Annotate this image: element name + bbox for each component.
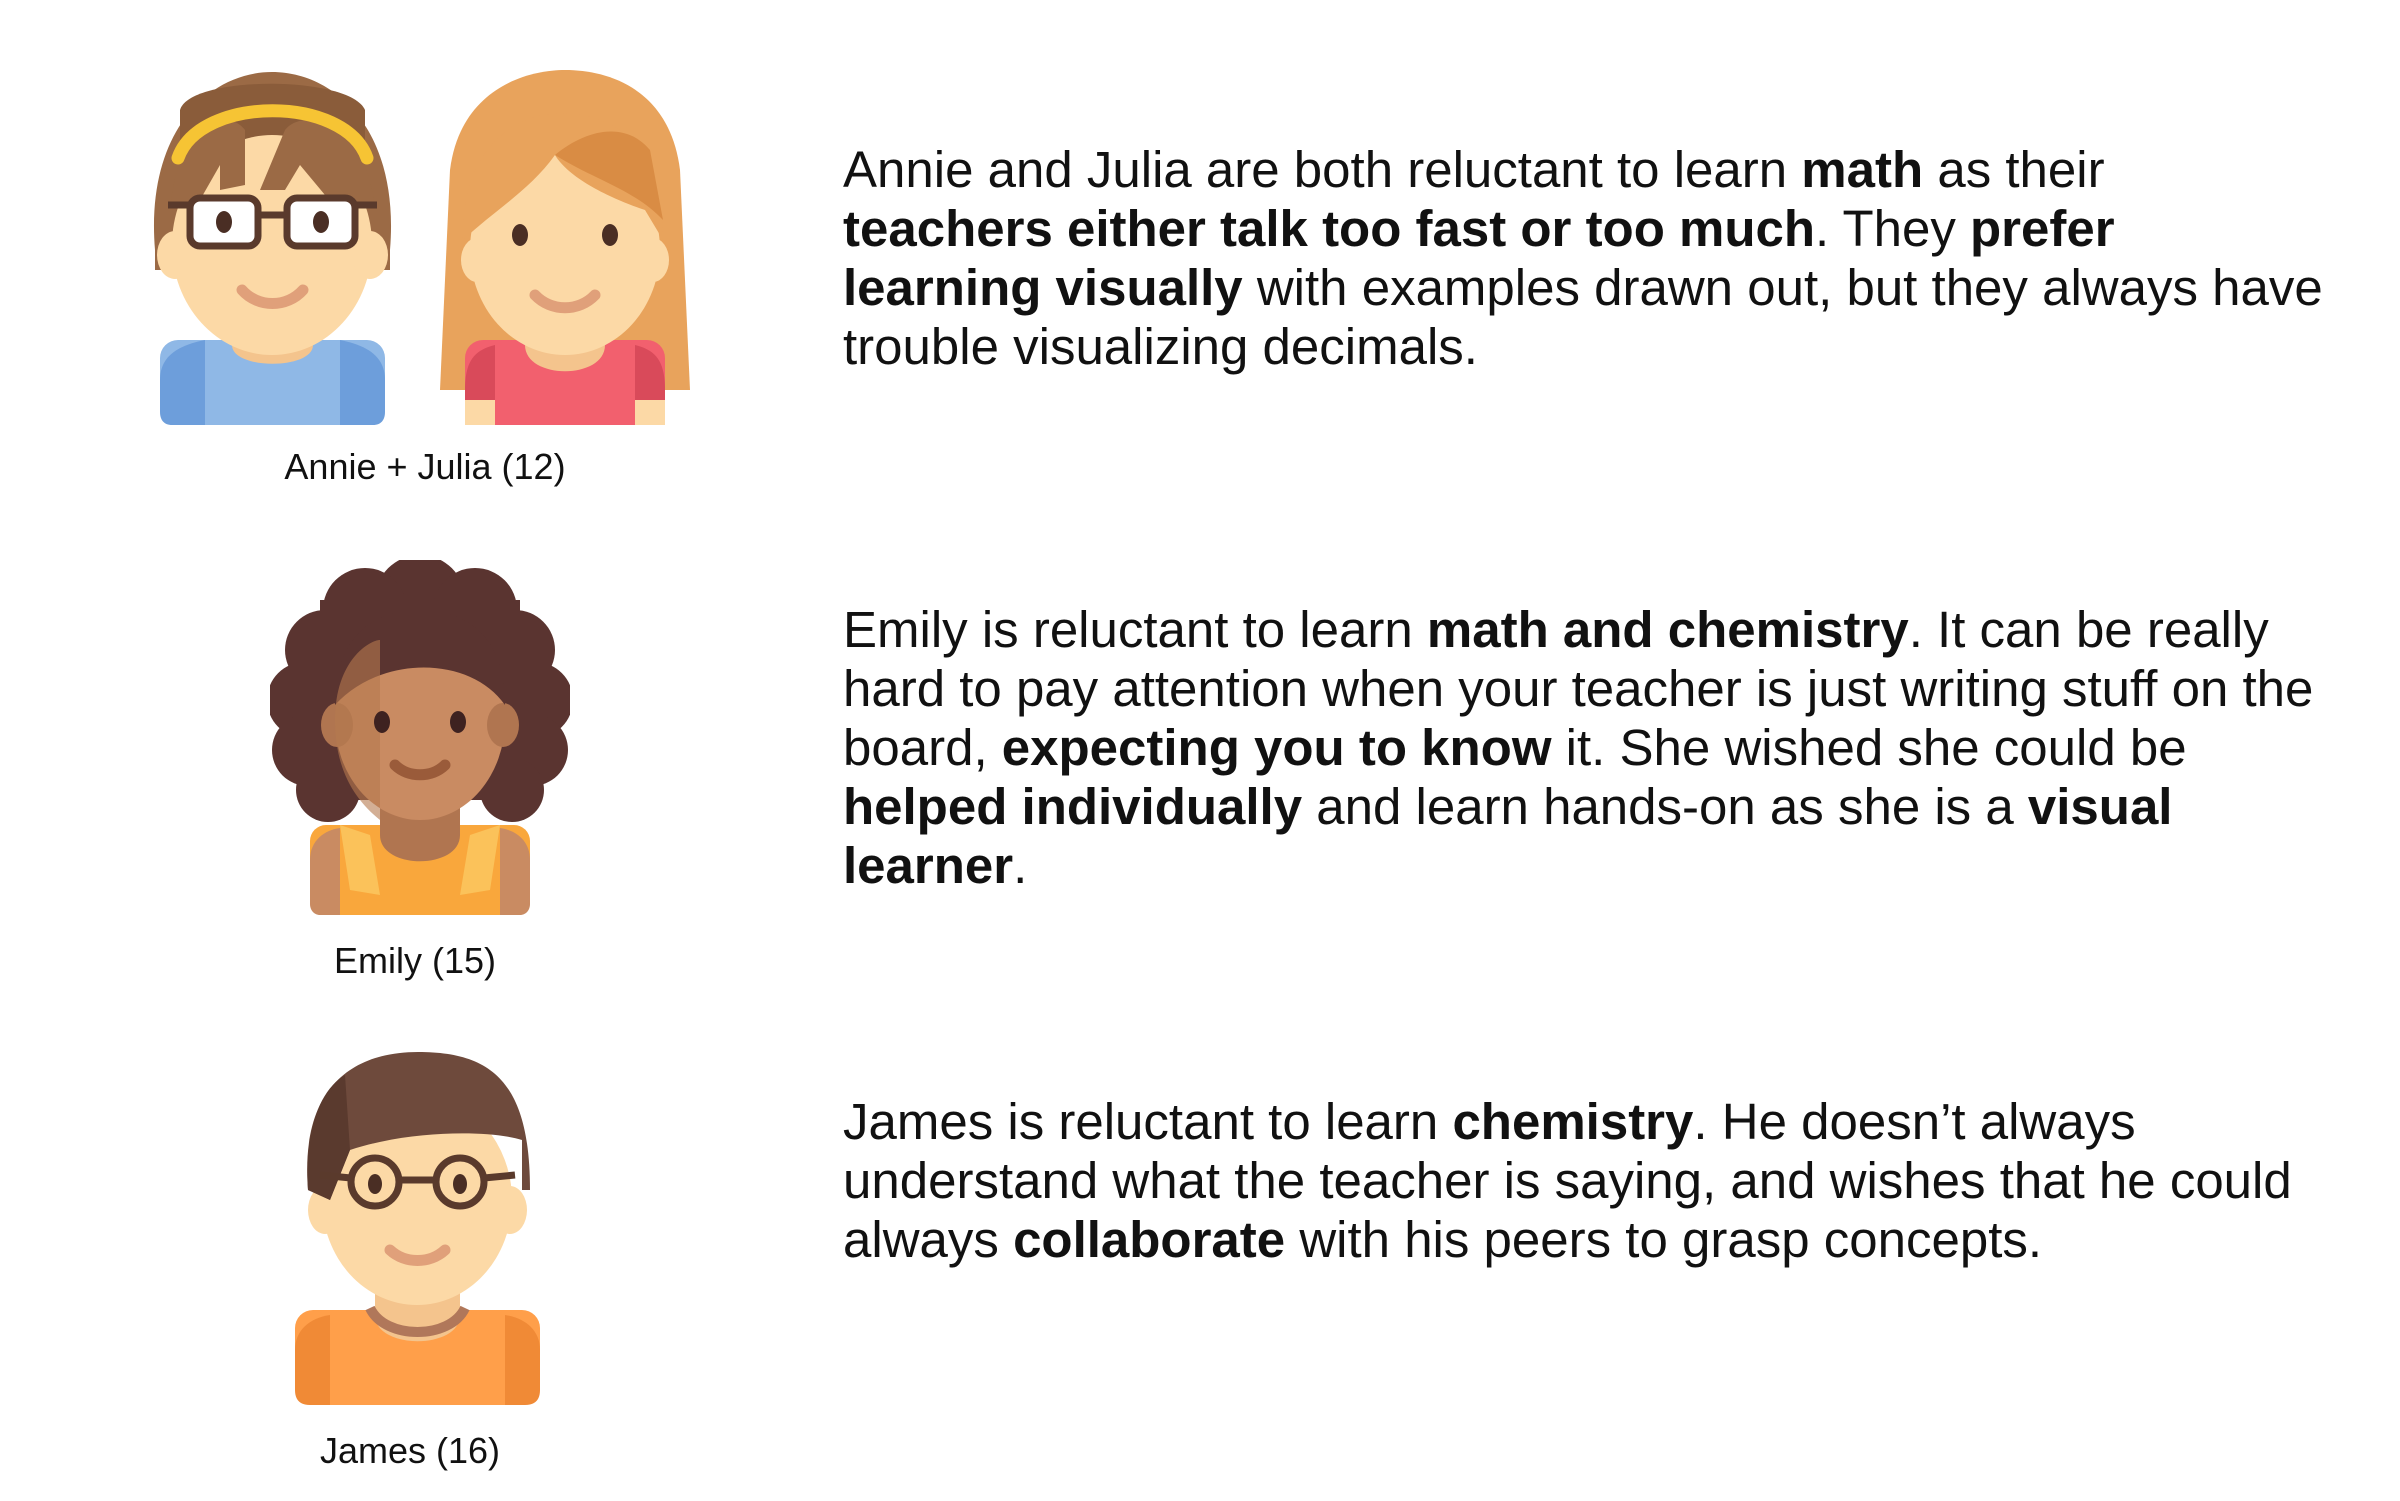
body-text: James is reluctant to learn [843,1093,1453,1150]
body-text: Annie and Julia are both reluctant to le… [843,141,1802,198]
body-text: . They [1815,200,1971,257]
girl-with-glasses-icon [153,72,392,425]
emphasis-text: helped individually [843,778,1303,835]
body-text: . He doesn’t always understand what the … [843,1093,2292,1268]
girl-with-curly-hair-icon [270,560,570,915]
persona-caption-emily: Emily (15) [333,940,497,981]
emphasis-text: chemistry [1452,1093,1694,1150]
girl-with-long-hair-icon [440,70,690,425]
body-text: with his peers to grasp concepts. [1285,1211,2043,1268]
persona-caption-annie-julia: Annie + Julia (12) [284,446,566,487]
body-text: and learn hands-on as she is a [1302,778,2028,835]
body-text: it. She wished she could be [1551,719,2187,776]
emphasis-text: expecting you to know [1001,719,1552,776]
persona-description-emily: Emily is reluctant to learn math and che… [843,600,2323,895]
body-text: . It can be really hard to pay attention… [843,601,2314,776]
emphasis-text: prefer learning visually [843,200,2115,316]
persona-description-james: James is reluctant to learn chemistry. H… [843,1092,2323,1269]
boy-with-glasses-icon [295,1052,540,1405]
persona-description-annie-julia: Annie and Julia are both reluctant to le… [843,140,2323,376]
body-text: as their [1923,141,2105,198]
persona-caption-james: James (16) [319,1430,501,1471]
emphasis-text: collaborate [1013,1211,1286,1268]
emphasis-text: math and chemistry [1426,601,1909,658]
emphasis-text: visual learner [843,778,2173,894]
body-text: . [1013,837,1028,894]
emphasis-text: math [1801,141,1924,198]
body-text: Emily is reluctant to learn [843,601,1427,658]
emphasis-text: teachers either talk too fast or too muc… [843,200,1816,257]
body-text: with examples drawn out, but they always… [843,259,2323,375]
